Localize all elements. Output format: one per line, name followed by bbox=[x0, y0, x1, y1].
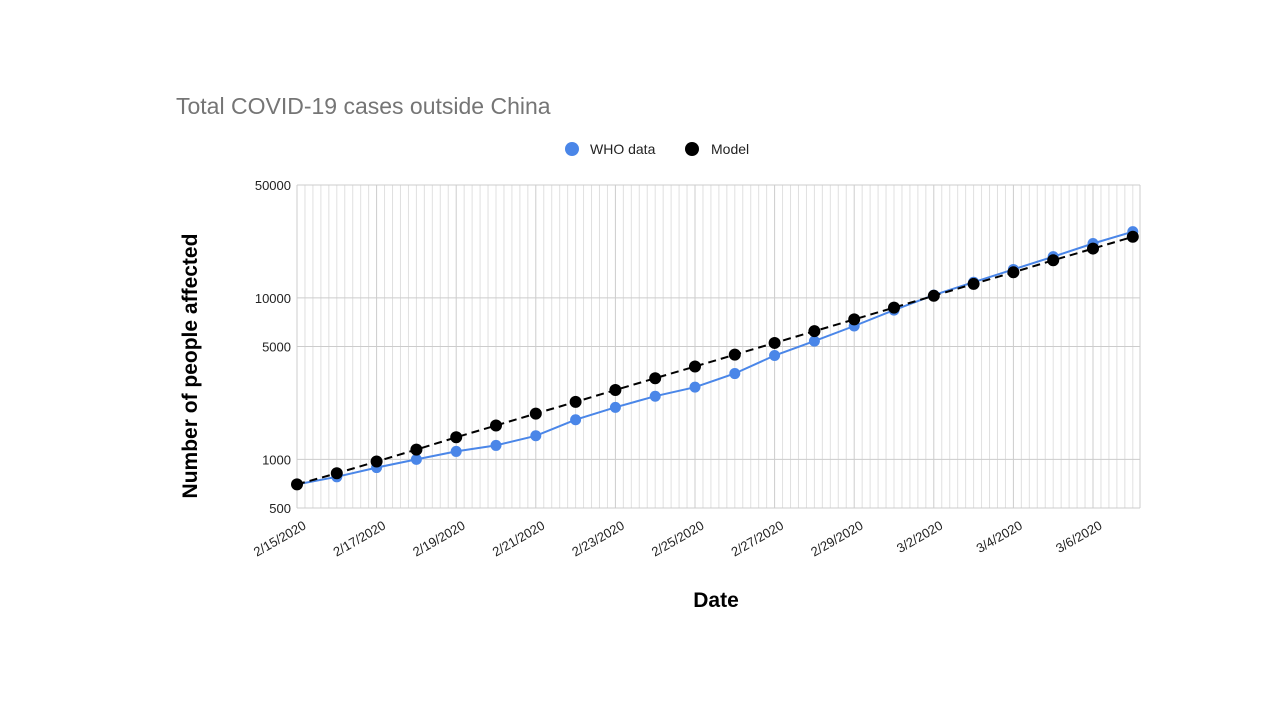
legend-marker-model bbox=[685, 142, 699, 156]
series bbox=[291, 226, 1139, 491]
legend-marker-who-data bbox=[565, 142, 579, 156]
data-point-who-data bbox=[729, 368, 741, 380]
chart-title: Total COVID-19 cases outside China bbox=[176, 93, 551, 119]
data-point-who-data bbox=[609, 401, 621, 413]
data-point-who-data bbox=[410, 453, 422, 465]
data-point-who-data bbox=[570, 414, 582, 426]
x-tick-label: 2/25/2020 bbox=[649, 518, 707, 560]
y-tick-label: 50000 bbox=[255, 178, 291, 193]
data-point-model bbox=[848, 313, 861, 326]
data-point-who-data bbox=[689, 381, 701, 393]
data-point-model bbox=[450, 431, 463, 444]
data-point-model bbox=[808, 325, 821, 338]
y-tick-label: 500 bbox=[269, 501, 291, 516]
x-axis-title: Date bbox=[693, 589, 739, 612]
legend-label-model: Model bbox=[711, 141, 749, 157]
series-line-who-data bbox=[296, 230, 1134, 486]
data-point-model bbox=[927, 289, 940, 302]
x-tick-label: 2/19/2020 bbox=[410, 518, 468, 560]
x-tick-label: 2/23/2020 bbox=[569, 518, 627, 560]
data-point-model bbox=[1047, 254, 1060, 267]
x-tick-label: 2/15/2020 bbox=[251, 518, 309, 560]
data-point-model bbox=[728, 348, 741, 361]
data-point-model bbox=[291, 478, 303, 491]
data-point-model bbox=[330, 467, 343, 480]
data-point-model bbox=[490, 419, 502, 432]
x-tick-label: 2/27/2020 bbox=[729, 518, 787, 560]
data-point-model bbox=[888, 301, 900, 314]
y-axis-ticks: 500 1000 5000 10000 50000 bbox=[255, 178, 291, 516]
data-point-model bbox=[1126, 230, 1139, 243]
data-point-model bbox=[768, 336, 781, 349]
series-line-model bbox=[296, 235, 1134, 486]
data-point-who-data bbox=[808, 335, 820, 347]
data-point-model bbox=[370, 455, 383, 468]
x-tick-label: 2/21/2020 bbox=[490, 518, 548, 560]
data-point-who-data bbox=[530, 430, 542, 442]
data-point-model bbox=[649, 372, 662, 385]
y-tick-label: 5000 bbox=[262, 340, 291, 355]
data-point-who-data bbox=[450, 445, 462, 457]
data-point-who-data bbox=[649, 390, 661, 402]
data-point-model bbox=[1007, 266, 1020, 279]
x-tick-label: 2/17/2020 bbox=[331, 518, 389, 560]
legend: WHO data Model bbox=[565, 141, 749, 157]
data-point-model bbox=[1087, 242, 1099, 255]
data-point-who-data bbox=[769, 349, 781, 361]
x-tick-label: 3/6/2020 bbox=[1053, 518, 1104, 556]
data-point-model bbox=[609, 383, 622, 396]
x-tick-label: 2/29/2020 bbox=[808, 518, 866, 560]
legend-label-who-data: WHO data bbox=[590, 141, 656, 157]
x-tick-label: 3/2/2020 bbox=[894, 518, 945, 556]
data-point-model bbox=[410, 443, 423, 456]
data-point-model bbox=[569, 395, 582, 408]
data-point-model bbox=[689, 360, 701, 373]
x-tick-label: 3/4/2020 bbox=[974, 518, 1025, 556]
y-tick-label: 1000 bbox=[262, 452, 291, 467]
grid bbox=[296, 184, 1141, 509]
data-point-who-data bbox=[490, 439, 502, 451]
y-axis-title: Number of people affected bbox=[179, 234, 202, 499]
data-point-model bbox=[967, 277, 980, 290]
y-tick-label: 10000 bbox=[255, 291, 291, 306]
x-axis-ticks: 2/15/2020 2/17/2020 2/19/2020 2/21/2020 2/23… bbox=[251, 518, 1105, 560]
data-point-model bbox=[529, 407, 542, 420]
